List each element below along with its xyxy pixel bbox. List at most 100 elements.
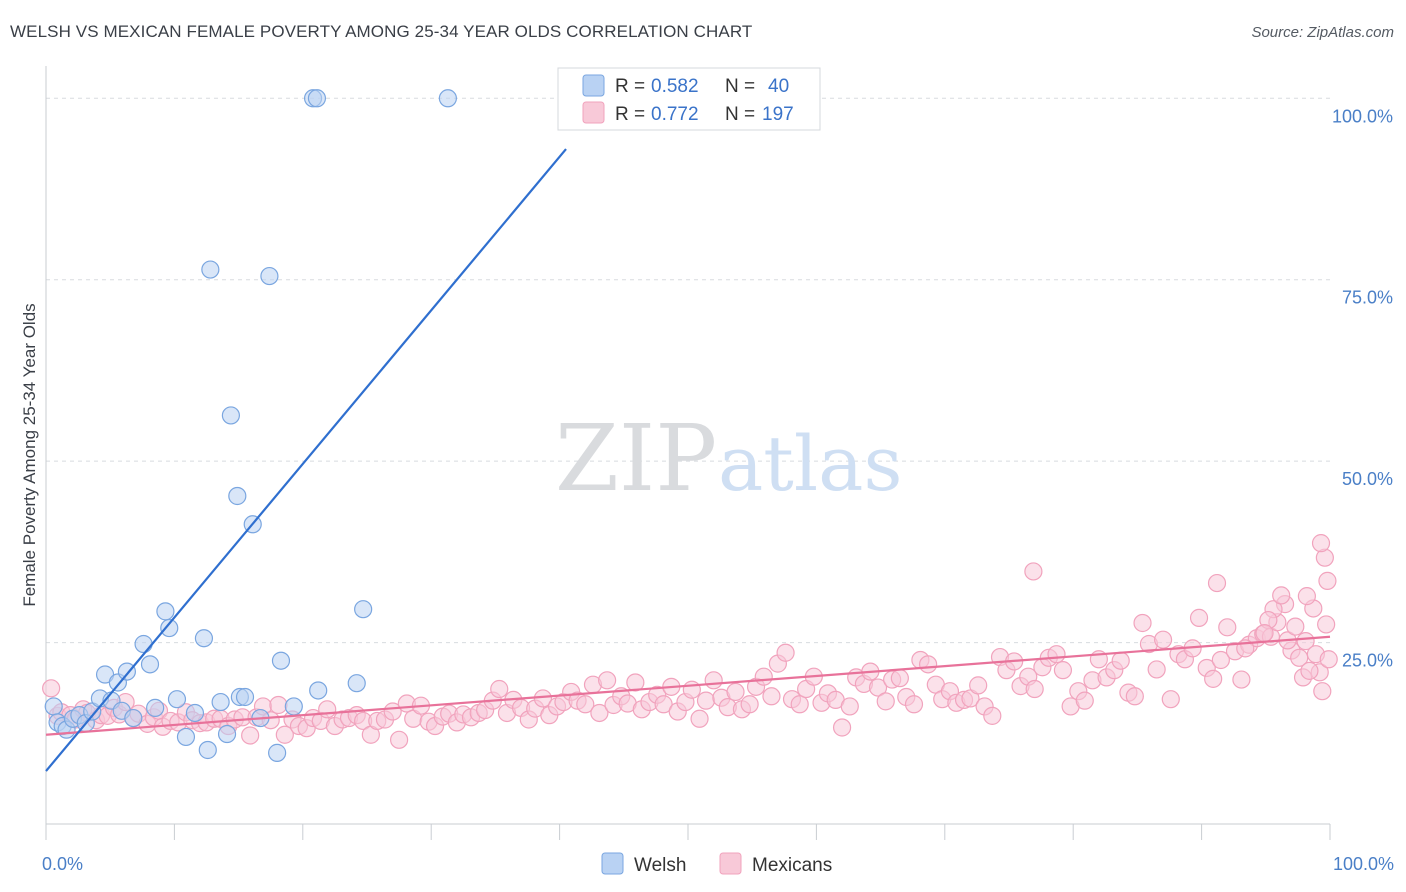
point-mexicans — [1297, 587, 1316, 606]
stats-swatch-welsh — [582, 74, 605, 97]
point-mexicans — [1047, 645, 1066, 664]
point-mexicans — [790, 695, 809, 714]
point-mexicans — [1133, 613, 1152, 633]
point-welsh — [134, 634, 153, 654]
stats-n-value-welsh: 40 — [768, 76, 789, 97]
point-welsh — [160, 618, 179, 638]
point-mexicans — [1319, 650, 1338, 669]
tick-labels: 25.0% 50.0% 75.0% 100.0% 0.0% 100.0% — [42, 106, 1394, 874]
point-mexicans — [1153, 630, 1173, 649]
point-mexicans — [704, 671, 723, 690]
legend-label-welsh: Welsh — [634, 855, 686, 876]
point-welsh — [309, 681, 328, 700]
point-mexicans — [1317, 615, 1336, 634]
stats-n-value-mexicans: 197 — [762, 104, 794, 125]
point-mexicans — [726, 682, 745, 702]
point-mexicans — [1232, 670, 1251, 689]
stats-n-label-welsh: N = — [725, 76, 755, 97]
chart-title: WELSH VS MEXICAN FEMALE POVERTY AMONG 25… — [10, 22, 753, 41]
point-mexicans — [275, 725, 294, 744]
point-mexicans — [1313, 682, 1332, 701]
stats-r-label-welsh: R = — [615, 76, 645, 97]
point-welsh — [198, 740, 217, 760]
point-welsh — [307, 89, 327, 108]
y-tick-label: 25.0% — [1342, 651, 1393, 671]
point-mexicans — [598, 671, 617, 690]
point-welsh — [140, 655, 160, 674]
point-welsh — [156, 602, 175, 621]
point-mexicans — [626, 673, 645, 692]
point-welsh — [221, 406, 240, 425]
point-mexicans — [1211, 650, 1230, 670]
data-points — [42, 89, 1338, 762]
point-mexicans — [1161, 690, 1180, 709]
point-mexicans — [776, 643, 795, 662]
point-mexicans — [1024, 562, 1043, 581]
point-mexicans — [490, 679, 509, 699]
trend-line-mexicans — [45, 635, 1331, 736]
point-mexicans — [1318, 571, 1337, 590]
point-mexicans — [269, 695, 288, 715]
source-label: Source: ZipAtlas.com — [1251, 24, 1394, 41]
point-welsh — [354, 600, 373, 619]
legend-label-mexicans: Mexicans — [752, 855, 832, 876]
point-mexicans — [1025, 679, 1044, 699]
point-welsh — [228, 486, 247, 506]
point-welsh — [235, 687, 255, 707]
point-mexicans — [318, 700, 337, 719]
point-welsh — [271, 651, 291, 670]
point-mexicans — [1207, 573, 1227, 593]
point-mexicans — [696, 691, 716, 710]
y-tick-label: 100.0% — [1332, 106, 1393, 126]
point-welsh — [117, 662, 136, 681]
point-mexicans — [919, 655, 938, 674]
point-mexicans — [1255, 624, 1274, 643]
grid — [46, 97, 1330, 644]
point-mexicans — [1053, 661, 1073, 680]
point-mexicans — [969, 676, 988, 695]
y-tick-label: 75.0% — [1342, 288, 1393, 308]
point-mexicans — [840, 697, 859, 716]
point-welsh — [194, 629, 214, 648]
x-tick-label-end: 100.0% — [1333, 854, 1394, 874]
point-mexicans — [832, 718, 852, 737]
point-welsh — [185, 703, 205, 723]
point-mexicans — [590, 703, 609, 723]
watermark-atlas: atlas — [718, 419, 902, 508]
point-mexicans — [1125, 687, 1144, 706]
stats-r-label-mexicans: R = — [615, 104, 645, 125]
point-mexicans — [576, 695, 595, 714]
trend-lines — [45, 148, 1331, 772]
watermark-zip: ZIP — [555, 405, 717, 512]
point-welsh — [176, 727, 196, 747]
point-mexicans — [1300, 661, 1319, 680]
series-legend: Welsh Mexicans — [601, 852, 832, 876]
axes — [45, 66, 1331, 840]
point-welsh — [167, 690, 187, 709]
stats-swatch-mexicans — [582, 101, 605, 124]
point-welsh — [146, 698, 165, 717]
point-mexicans — [1311, 534, 1331, 553]
point-mexicans — [890, 669, 909, 688]
y-tick-label: 50.0% — [1342, 469, 1393, 489]
point-mexicans — [241, 726, 260, 745]
point-mexicans — [740, 695, 759, 714]
watermark: ZIP atlas — [555, 405, 902, 512]
point-mexicans — [654, 695, 673, 714]
point-mexicans — [690, 709, 709, 728]
stats-legend: R = 0.582 N = 40 R = 0.772 N = 197 — [557, 67, 821, 131]
point-mexicans — [1218, 618, 1237, 637]
stats-r-value-welsh: 0.582 — [651, 76, 699, 97]
point-welsh — [260, 266, 279, 286]
point-welsh — [44, 697, 63, 716]
point-mexicans — [682, 680, 701, 699]
point-mexicans — [1147, 660, 1166, 679]
point-welsh — [211, 692, 230, 712]
point-welsh — [268, 743, 287, 762]
point-mexicans — [983, 706, 1002, 725]
x-tick-label-start: 0.0% — [42, 854, 83, 874]
point-mexicans — [1296, 632, 1315, 651]
y-axis-title: Female Poverty Among 25-34 Year Olds — [20, 303, 39, 606]
point-mexicans — [1075, 691, 1094, 710]
